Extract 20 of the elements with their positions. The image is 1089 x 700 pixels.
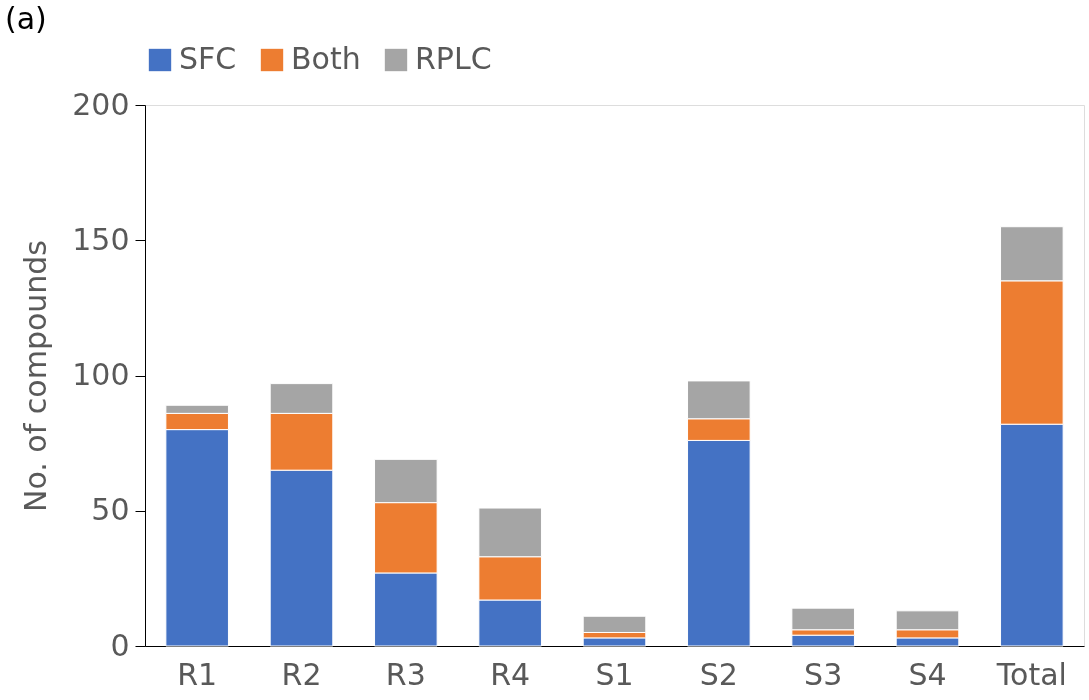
x-tick-label: R4 <box>490 656 531 692</box>
x-tick-label: S2 <box>699 656 738 692</box>
x-tick-label: S4 <box>908 656 947 692</box>
y-tick-label: 100 <box>72 357 130 392</box>
bar <box>791 634 855 647</box>
x-tick-label: Total <box>995 656 1067 692</box>
x-tick-label: R1 <box>177 656 218 692</box>
x-tick-label: R3 <box>385 656 426 692</box>
legend-label: RPLC <box>415 41 492 76</box>
legend-label: SFC <box>179 41 237 76</box>
y-tick-label: 150 <box>72 221 130 257</box>
x-tick-label: R2 <box>281 656 322 692</box>
chart-title: (a) <box>5 1 47 36</box>
x-tick-label: S3 <box>804 656 843 692</box>
y-axis-title: No. of compounds <box>18 240 54 512</box>
legend-label: Both <box>291 41 361 76</box>
x-tick-label: S1 <box>595 656 634 692</box>
y-tick-label: 200 <box>72 86 130 122</box>
y-tick-label: 0 <box>110 627 130 663</box>
y-tick-label: 50 <box>91 492 130 528</box>
